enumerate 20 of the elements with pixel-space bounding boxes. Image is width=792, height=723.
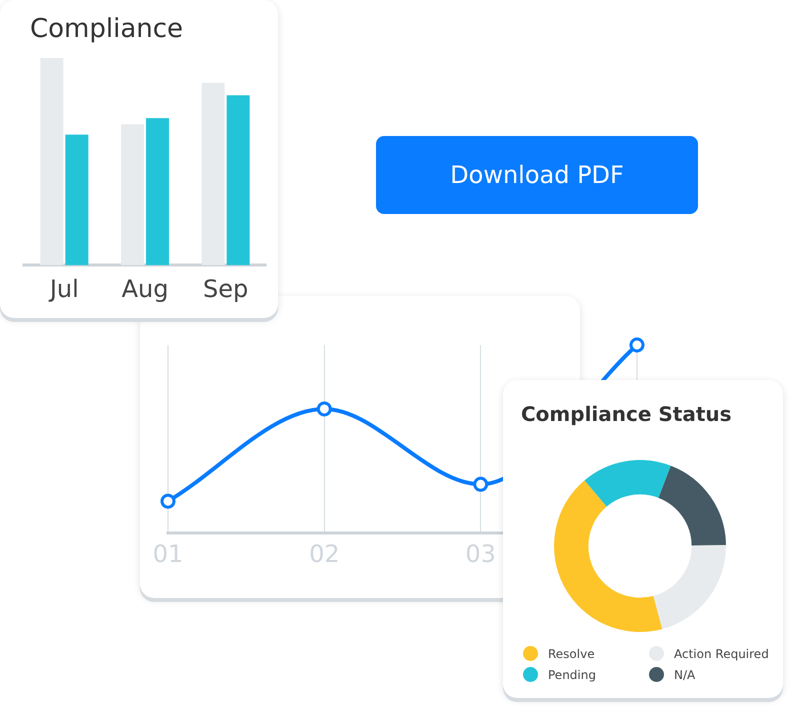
legend-label: Pending — [548, 668, 596, 682]
legend-label: N/A — [674, 668, 696, 682]
point — [160, 494, 176, 509]
bar — [120, 124, 144, 266]
bar — [202, 82, 225, 266]
x-tick-label: Jul — [48, 274, 79, 303]
bar — [226, 95, 250, 266]
chart-title: Compliance Status — [521, 402, 732, 426]
point — [316, 401, 332, 416]
chart-title: Compliance — [30, 14, 184, 44]
bar — [40, 58, 64, 266]
x-tick-label: Aug — [122, 274, 168, 303]
text: Download PDF — [450, 161, 624, 189]
point — [473, 476, 488, 492]
bar — [65, 134, 88, 266]
point — [630, 338, 644, 352]
legend-label: Action Required — [674, 646, 769, 660]
x-tick-label: Sep — [203, 274, 248, 303]
bar — [146, 118, 170, 266]
legend-label: Resolve — [548, 646, 595, 660]
